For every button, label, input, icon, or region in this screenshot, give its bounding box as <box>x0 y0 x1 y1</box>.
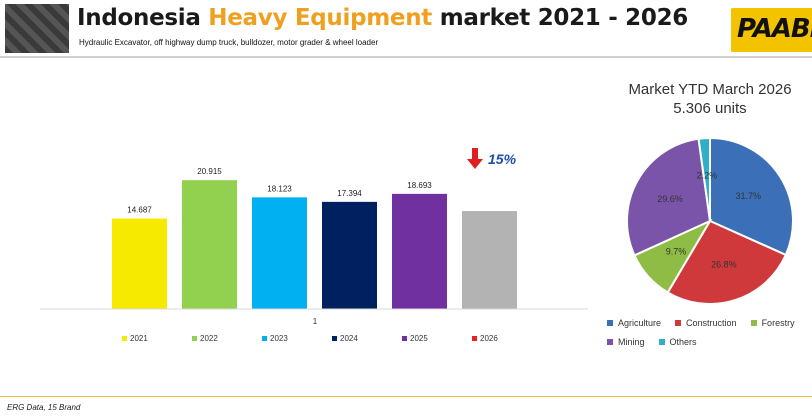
bar-2025 <box>392 193 447 309</box>
bar-2022 <box>182 180 237 309</box>
pie-slice-others <box>697 136 711 222</box>
page-subtitle: Hydraulic Excavator, off highway dump tr… <box>79 38 379 47</box>
legend-label-2022: 2022 <box>200 334 218 343</box>
bar-label-2025: 18.693 <box>407 181 432 190</box>
bar-2021 <box>112 218 167 309</box>
source-note: ERG Data, 15 Brand <box>7 403 81 412</box>
pie-slice-agriculture <box>709 136 794 257</box>
down-arrow-head-icon <box>467 159 483 169</box>
pie-legend-label-forestry: Forestry <box>761 318 795 328</box>
bar-label-2024: 17.394 <box>337 189 362 198</box>
bar-2023 <box>252 197 307 309</box>
pie-chart: 31.7% 26.8% 9.7% 29.6% 2.2% <box>626 136 794 305</box>
pie-label-others: 2.2% <box>697 170 718 180</box>
page-title: Indonesia Heavy Equipment market 2021 - … <box>77 5 688 31</box>
pie-legend-label-construction: Construction <box>686 318 737 328</box>
legend-swatch-2025 <box>402 336 407 341</box>
x-tick-label: 1 <box>313 317 318 326</box>
pie-legend-item-agriculture: Agriculture <box>607 318 661 328</box>
pie-legend-label-others: Others <box>669 337 697 347</box>
legend-swatch-2021 <box>122 336 127 341</box>
pie-title-line: Market YTD March 2026 <box>628 81 792 98</box>
pie-legend-swatch-others <box>658 339 665 345</box>
logo-text: PAABI <box>737 14 812 44</box>
legend-swatch-2023 <box>262 336 267 341</box>
pie-legend-item-forestry: Forestry <box>750 318 795 328</box>
pie-legend: Agriculture Construction Forestry Mining Oth… <box>607 318 795 356</box>
pie-subtitle-line: 5.306 units <box>673 100 747 117</box>
legend-swatch-2026 <box>472 336 477 341</box>
bar-label-2022: 20.915 <box>197 167 222 176</box>
pie-legend-item-others: Others <box>658 337 697 347</box>
brand-logo: PAABI <box>731 8 812 52</box>
pie-legend-label-mining: Mining <box>618 337 645 347</box>
legend-label-2024: 2024 <box>340 334 358 343</box>
pie-slice-mining <box>626 137 712 257</box>
bar-chart: 14.687 20.915 18.123 17.394 18.693 1 15% 2021 20… <box>40 148 588 343</box>
pie-slice-construction <box>666 219 788 305</box>
bar-label-2021: 14.687 <box>127 206 152 215</box>
pie-label-construction: 26.8% <box>711 260 737 270</box>
footer-divider <box>0 396 812 397</box>
legend-swatch-2022 <box>192 336 197 341</box>
decline-annotation: 15% <box>488 151 517 167</box>
pie-legend-item-construction: Construction <box>675 318 737 328</box>
title-highlight: Heavy Equipment <box>208 5 432 31</box>
pie-label-agriculture: 31.7% <box>736 191 762 201</box>
title-part-2: market 2021 - 2026 <box>431 5 689 31</box>
pie-chart-title: Market YTD March 2026 5.306 units <box>600 80 812 118</box>
header-band <box>0 0 812 58</box>
pie-legend-row: Mining Others <box>607 337 795 347</box>
legend-label-2021: 2021 <box>130 334 148 343</box>
bar-label-2023: 18.123 <box>267 184 292 193</box>
legend-label-2025: 2025 <box>410 334 428 343</box>
legend-label-2026: 2026 <box>480 334 498 343</box>
pie-label-mining: 29.6% <box>657 194 683 204</box>
pie-legend-swatch-mining <box>607 339 613 345</box>
bar-2026 <box>462 211 517 309</box>
pie-legend-swatch-forestry <box>750 320 757 326</box>
bar-2024 <box>322 201 377 309</box>
legend-label-2023: 2023 <box>270 334 288 343</box>
pie-label-forestry: 9.7% <box>666 247 687 257</box>
pie-legend-swatch-agriculture <box>607 320 613 326</box>
pie-legend-label-agriculture: Agriculture <box>618 318 662 328</box>
legend-swatch-2024 <box>332 336 337 341</box>
pie-legend-swatch-construction <box>675 320 682 326</box>
header-pattern-block <box>5 4 69 53</box>
pie-legend-row: Agriculture Construction Forestry <box>607 318 795 328</box>
title-part-1: Indonesia <box>77 5 209 31</box>
down-arrow-icon <box>472 148 478 160</box>
pie-legend-item-mining: Mining <box>607 337 645 347</box>
header-divider <box>0 56 812 58</box>
